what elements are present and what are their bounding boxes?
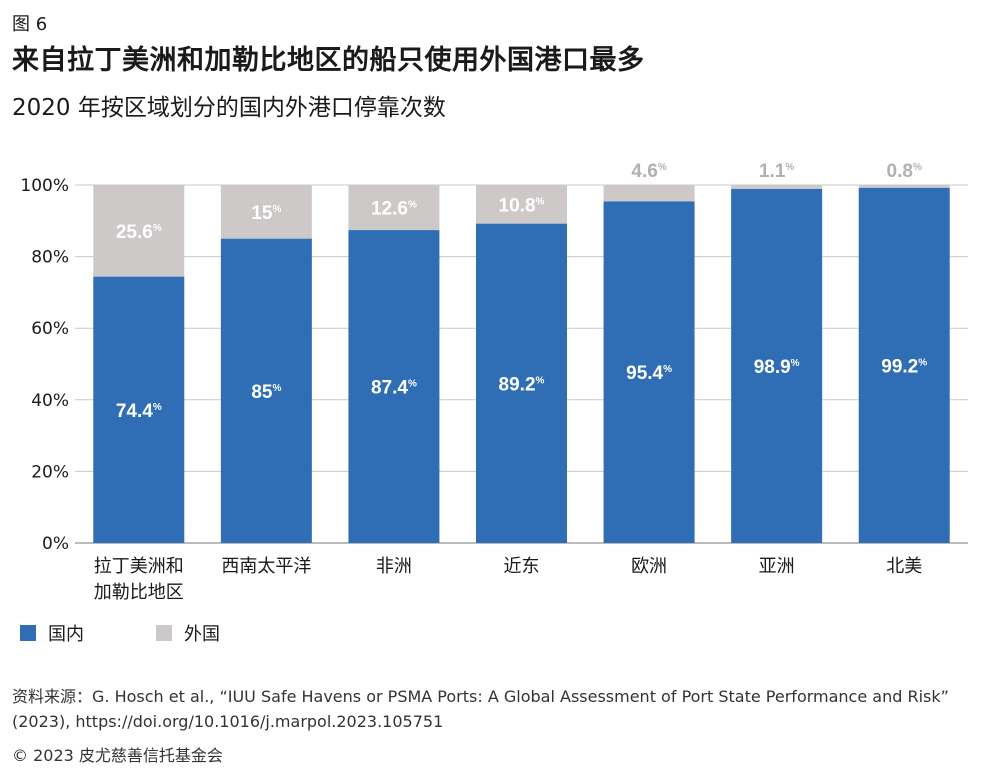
legend-label-foreign: 外国 <box>184 624 220 645</box>
y-tick-label: 20% <box>31 462 69 482</box>
x-tick-label: 西南太平洋 <box>221 556 311 577</box>
bar-foreign <box>220 185 312 239</box>
x-tick-label: 亚洲 <box>759 556 795 577</box>
x-tick-label: 加勒比地区 <box>94 582 184 603</box>
data-label-foreign: 10.8% <box>499 195 545 216</box>
bar-foreign <box>603 185 695 202</box>
data-label-foreign: 25.6% <box>116 222 162 243</box>
data-label-foreign: 0.8% <box>887 161 922 182</box>
legend-item-domestic: 国内 <box>20 620 84 646</box>
data-label-domestic: 99.2% <box>881 356 927 377</box>
data-label-foreign: 1.1% <box>759 161 794 182</box>
chart-title: 来自拉丁美洲和加勒比地区的船只使用外国港口最多 <box>12 45 645 76</box>
data-label-domestic: 87.4% <box>371 378 417 399</box>
legend-label-domestic: 国内 <box>48 624 84 645</box>
figure-label: 图 6 <box>12 14 48 35</box>
copyright-note: © 2023 皮尤慈善信托基金会 <box>12 746 223 765</box>
y-tick-label: 80% <box>31 248 69 268</box>
data-label-foreign: 4.6% <box>631 161 666 182</box>
data-label-domestic: 95.4% <box>626 363 672 384</box>
y-tick-label: 60% <box>31 319 69 339</box>
data-label-domestic: 89.2% <box>499 374 545 395</box>
y-tick-label: 0% <box>42 534 69 554</box>
data-label-domestic: 74.4% <box>116 401 162 422</box>
bar-foreign <box>858 185 950 188</box>
bar-domestic <box>476 223 567 543</box>
bar-domestic <box>348 230 440 543</box>
bar-foreign <box>93 185 185 277</box>
legend-item-foreign: 外国 <box>156 620 220 646</box>
x-tick-label: 北美 <box>886 556 922 577</box>
bar-domestic <box>731 188 823 544</box>
bar-foreign <box>348 185 440 231</box>
legend-swatch-domestic <box>20 625 36 641</box>
data-label-domestic: 98.9% <box>754 357 800 378</box>
bar-foreign <box>476 185 567 224</box>
bar-domestic <box>603 201 695 543</box>
x-tick-label: 欧洲 <box>631 556 667 577</box>
bar-domestic <box>858 187 950 543</box>
x-tick-label: 非洲 <box>376 556 412 577</box>
bar-foreign <box>731 185 823 189</box>
legend-swatch-foreign <box>156 625 172 641</box>
stacked-bar-chart: 0%20%40%60%80%100%74.4%25.6%拉丁美洲和加勒比地区85… <box>20 161 968 603</box>
legend: 国内 外国 <box>20 620 220 646</box>
y-tick-label: 100% <box>20 176 69 196</box>
x-tick-label: 近东 <box>504 556 540 577</box>
source-note: 资料来源：G. Hosch et al., “IUU Safe Havens o… <box>12 687 949 731</box>
chart-subtitle: 2020 年按区域划分的国内外港口停靠次数 <box>12 95 446 121</box>
y-tick-label: 40% <box>31 391 69 411</box>
bar-domestic <box>220 238 312 543</box>
bar-domestic <box>93 276 185 543</box>
data-label-foreign: 12.6% <box>371 199 417 220</box>
x-tick-label: 拉丁美洲和 <box>94 556 184 577</box>
